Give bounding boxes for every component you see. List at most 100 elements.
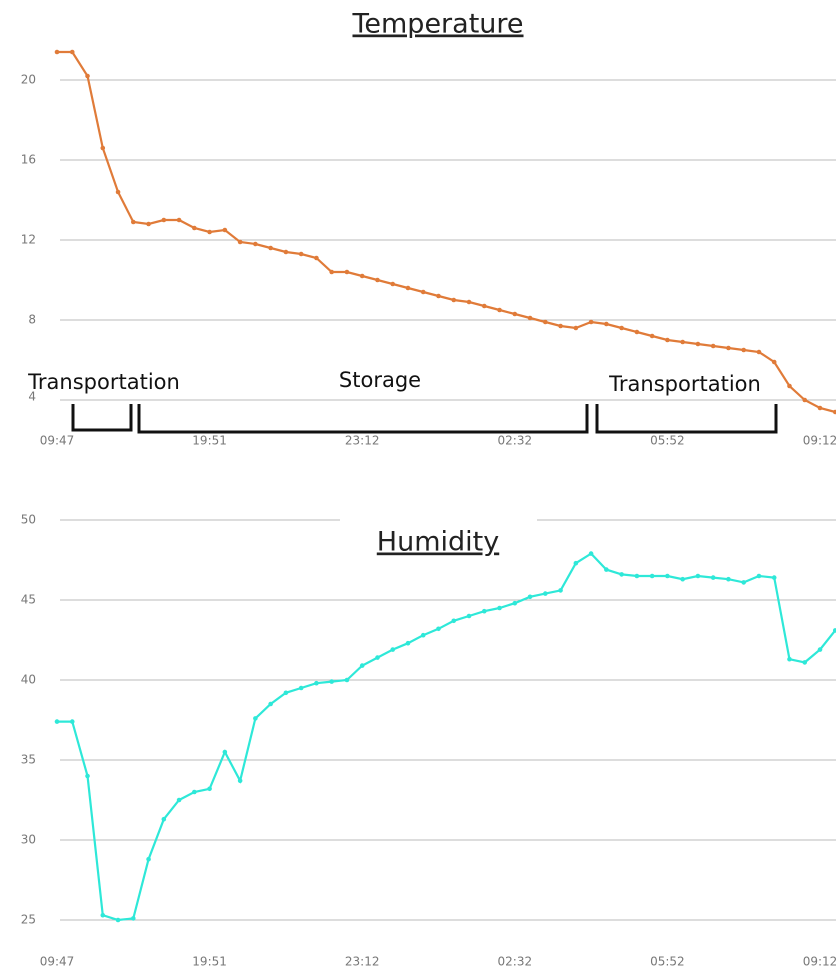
x-tick-label: 09:47 <box>40 955 75 969</box>
bracket <box>137 404 589 434</box>
point <box>710 343 716 349</box>
point <box>771 359 777 365</box>
point <box>451 297 457 303</box>
point <box>390 647 396 652</box>
point <box>588 551 594 556</box>
point <box>100 145 106 151</box>
point <box>329 679 334 684</box>
x-tick-label: 09:47 <box>40 434 75 448</box>
point <box>115 917 121 923</box>
x-tick-label: 19:51 <box>192 955 227 969</box>
point <box>222 749 228 755</box>
chart-title: Humidity <box>377 527 499 558</box>
y-tick-label: 4 <box>28 390 36 404</box>
point <box>192 789 197 795</box>
point <box>558 323 563 329</box>
point <box>649 573 655 579</box>
point <box>390 281 396 287</box>
point <box>466 299 472 305</box>
point <box>54 49 60 55</box>
point <box>634 573 640 579</box>
point <box>329 269 334 275</box>
point <box>85 73 90 79</box>
point <box>405 640 411 646</box>
y-tick-label: 50 <box>21 513 36 527</box>
point <box>573 560 579 566</box>
point <box>756 349 762 355</box>
point <box>146 221 151 227</box>
point <box>131 916 136 921</box>
point <box>756 573 762 579</box>
point <box>680 339 685 345</box>
point <box>69 49 75 55</box>
annotation: Transportation <box>608 372 761 396</box>
point <box>207 786 212 792</box>
point <box>176 797 182 803</box>
point <box>604 567 609 572</box>
point <box>771 575 777 580</box>
point <box>283 249 289 255</box>
point <box>680 576 685 582</box>
title-background <box>340 514 537 558</box>
point <box>832 409 836 415</box>
point <box>466 613 472 619</box>
point <box>741 580 746 585</box>
point <box>802 660 808 665</box>
point <box>619 325 624 331</box>
point <box>146 856 151 862</box>
point <box>604 321 609 327</box>
point <box>710 575 716 580</box>
point <box>665 573 670 579</box>
point <box>253 716 258 721</box>
point <box>787 383 792 389</box>
point <box>192 225 197 231</box>
point <box>726 576 731 582</box>
point <box>527 594 533 600</box>
point <box>527 315 533 321</box>
y-tick-label: 30 <box>21 833 36 847</box>
point <box>298 685 304 691</box>
point <box>741 347 746 353</box>
y-tick-label: 12 <box>21 233 36 247</box>
point <box>298 251 304 257</box>
y-tick-label: 40 <box>21 673 36 687</box>
bracket <box>71 404 133 432</box>
y-tick-label: 25 <box>21 913 36 927</box>
point <box>268 701 273 707</box>
point <box>131 219 136 225</box>
line <box>57 50 836 414</box>
point <box>344 677 350 683</box>
point <box>634 329 640 335</box>
point <box>665 337 670 343</box>
x-tick-label: 23:12 <box>345 955 380 969</box>
annotation: Storage <box>339 368 421 392</box>
point <box>726 345 731 351</box>
point <box>588 319 594 325</box>
point <box>268 245 273 251</box>
point <box>619 572 624 577</box>
point <box>222 227 228 233</box>
x-tick-label: 05:52 <box>650 955 685 969</box>
point <box>405 285 411 291</box>
y-tick-label: 20 <box>21 73 36 87</box>
point <box>283 690 289 696</box>
point <box>573 325 579 331</box>
point <box>237 778 243 784</box>
point <box>558 588 563 593</box>
point <box>802 397 808 403</box>
point <box>253 241 258 247</box>
bracket <box>595 404 778 434</box>
point <box>115 189 121 195</box>
chart-title: Temperature <box>351 9 523 40</box>
point <box>817 405 823 411</box>
y-tick-label: 45 <box>21 593 36 607</box>
x-tick-label: 05:52 <box>650 434 685 448</box>
point <box>649 333 655 339</box>
point <box>436 626 441 632</box>
point <box>54 719 60 724</box>
point <box>344 269 350 275</box>
point <box>420 289 426 295</box>
point <box>375 655 380 660</box>
point <box>161 217 167 223</box>
point <box>695 341 701 347</box>
